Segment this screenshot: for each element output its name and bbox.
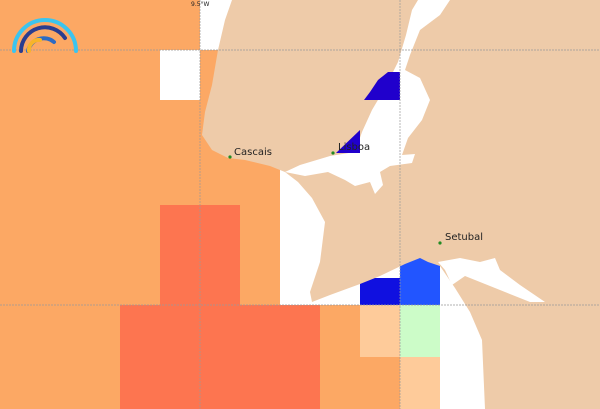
longitude-label: 9.5°W [191, 1, 210, 8]
city-label: Setubal [445, 232, 483, 243]
city-dot [228, 155, 232, 159]
city-dot [331, 151, 335, 155]
cell-green [400, 305, 440, 357]
city-label: Lisboa [338, 142, 370, 153]
city-dot [438, 241, 442, 245]
cell-light-orange [400, 357, 440, 409]
cell-orange [0, 50, 160, 305]
city-cascais[interactable]: Cascais [228, 147, 272, 159]
cell-dark-blue-tagus [364, 72, 400, 100]
city-lisboa[interactable]: Lisboa [331, 142, 370, 155]
cell-light-blue [400, 256, 440, 305]
land [202, 0, 600, 409]
cell-orange [0, 305, 120, 409]
sado-estuary [438, 258, 545, 302]
tagus-estuary [285, 0, 450, 194]
cell-light-orange [360, 305, 400, 357]
cell-blue [360, 278, 400, 305]
city-setubal[interactable]: Setubal [438, 232, 483, 245]
city-label: Cascais [234, 147, 272, 158]
cell-red [120, 305, 320, 409]
cell-dark-blue-lisboa [336, 130, 360, 153]
arc-logo [12, 18, 78, 53]
